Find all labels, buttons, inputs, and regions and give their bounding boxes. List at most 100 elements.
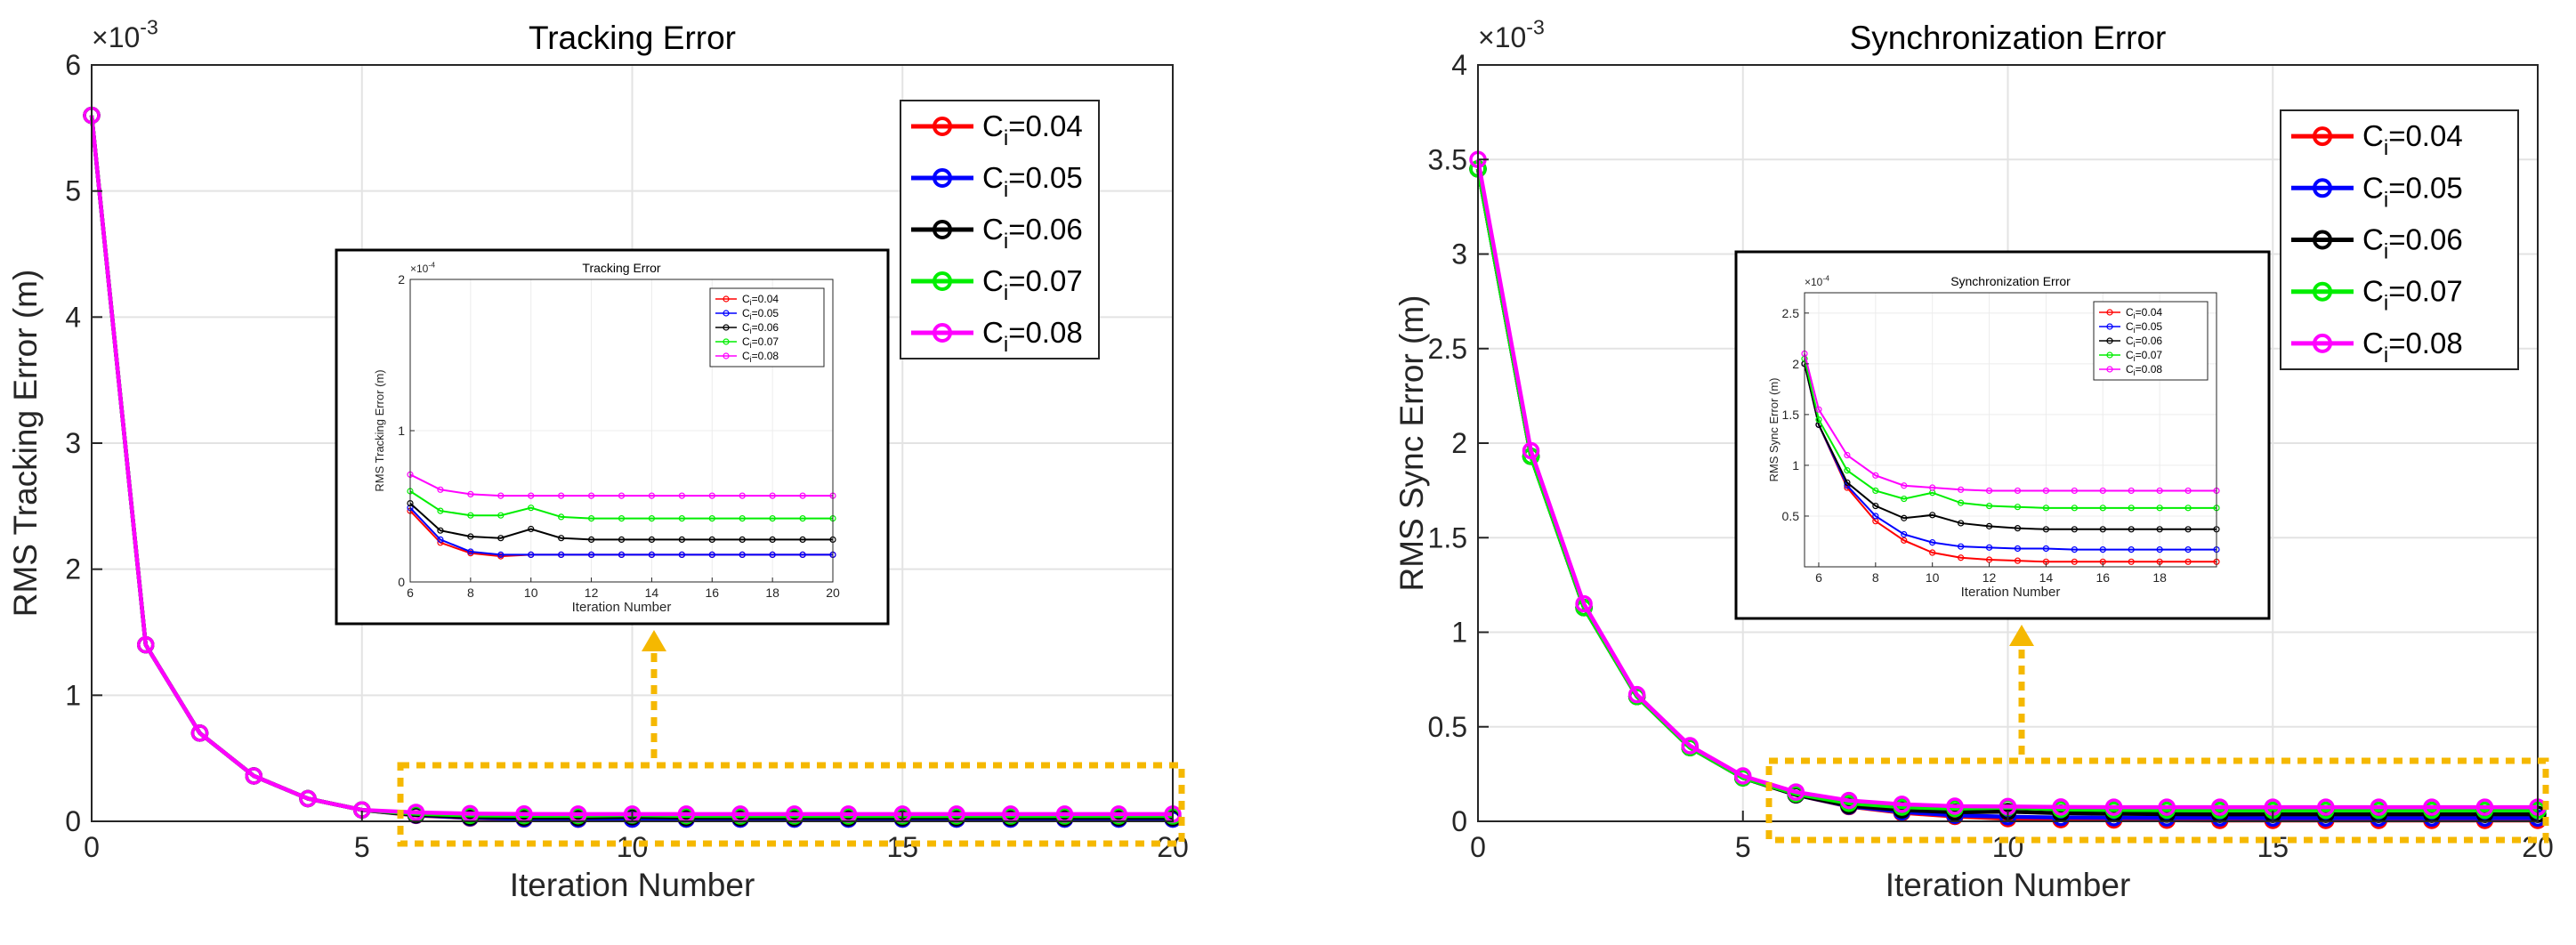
y-tick-label: 4	[1451, 49, 1467, 81]
data-point	[1787, 783, 1805, 801]
legend-entry: Ci=0.04	[982, 109, 1083, 150]
inset-data-point	[678, 536, 685, 544]
legend-entry: Ci=0.06	[982, 213, 1083, 254]
inset-x-tick-label: 6	[1815, 570, 1822, 585]
inset-axes-box	[1804, 292, 2217, 568]
y-tick-label: 0	[1451, 805, 1467, 837]
legend-entry: Ci=0.07	[982, 264, 1083, 305]
inset-data-point	[648, 514, 656, 522]
inset-x-tick-label: 12	[585, 586, 599, 600]
legend-entry: Ci=0.07	[2362, 275, 2463, 316]
inset-data-point	[678, 492, 685, 499]
inset-data-point	[1872, 513, 1879, 520]
inset-data-point	[497, 551, 505, 559]
inset-x-tick-label: 14	[645, 586, 659, 600]
x-tick-label: 5	[1735, 831, 1751, 863]
inset-data-point	[2071, 558, 2078, 565]
inset-x-tick-label: 12	[1982, 570, 1997, 585]
inset-data-point	[497, 512, 505, 519]
y-tick-label: 1	[1451, 617, 1467, 649]
inset-data-point	[437, 536, 444, 544]
inset-data-point	[1901, 482, 1908, 489]
data-point	[2370, 798, 2388, 816]
inset-legend-marker	[2106, 337, 2113, 344]
inset-y-tick-label: 1	[398, 424, 405, 438]
legend-entry: Ci=0.08	[982, 316, 1083, 357]
legend-marker	[2313, 178, 2332, 198]
inset-data-point	[1844, 479, 1851, 486]
inset-data-point	[497, 535, 505, 542]
inset-data-point	[467, 548, 474, 555]
x-tick-label: 10	[617, 831, 649, 863]
y-axis-label: RMS Sync Error (m)	[1393, 295, 1430, 592]
inset-data-point	[467, 533, 474, 540]
inset-series-line-3	[1804, 363, 2217, 530]
legend-marker	[2313, 333, 2332, 353]
data-point	[2423, 798, 2441, 816]
inset-data-point	[2071, 487, 2078, 495]
inset-series-line-4	[409, 490, 833, 520]
zoom-arrow-head	[2009, 625, 2034, 646]
inset-data-point	[618, 551, 626, 559]
inset-legend-marker	[2106, 351, 2113, 359]
inset-legend-entry: Ci=0.05	[742, 307, 779, 321]
inset-data-point	[769, 536, 776, 544]
data-point	[1999, 808, 2017, 826]
inset-data-point	[1985, 522, 1993, 529]
axis-exponent: ×10-3	[92, 16, 158, 53]
inset-data-point	[467, 490, 474, 498]
legend-marker	[933, 220, 952, 239]
inset-data-point	[1958, 486, 1965, 493]
y-tick-label: 2	[1451, 427, 1467, 459]
inset-legend-entry: Ci=0.08	[742, 350, 779, 364]
inset-data-point	[2128, 526, 2135, 533]
inset-x-tick-label: 8	[1872, 570, 1879, 585]
data-point	[1681, 737, 1699, 755]
inset-data-point	[467, 512, 474, 519]
inset-data-point	[739, 536, 746, 544]
legend-entry: Ci=0.05	[982, 161, 1083, 202]
inset-data-point	[558, 513, 565, 521]
inset-data-point	[2071, 546, 2078, 553]
inset-data-point	[648, 492, 656, 499]
inset-x-tick-label: 18	[765, 586, 779, 600]
inset-y-axis-label: RMS Tracking Error (m)	[373, 369, 386, 491]
legend-marker	[933, 168, 952, 188]
inset-data-point	[2014, 487, 2022, 495]
legend-marker	[2313, 281, 2332, 302]
inset-legend-marker	[2106, 309, 2113, 316]
data-point	[137, 635, 155, 654]
inset-y-tick-label: 1.5	[1782, 408, 1800, 422]
inset-data-point	[1844, 467, 1851, 474]
data-point	[2158, 798, 2176, 816]
inset-x-tick-label: 16	[705, 586, 719, 600]
data-point	[1840, 791, 1858, 810]
inset-data-point	[587, 536, 595, 544]
inset-y-axis-label: RMS Sync Error (m)	[1767, 378, 1781, 482]
inset-legend-entry: Ci=0.06	[742, 321, 779, 335]
inset-data-point	[799, 536, 806, 544]
x-tick-label: 5	[354, 831, 370, 863]
inset-data-point	[1815, 416, 1822, 424]
series-line-5	[1475, 158, 2538, 810]
zoom-region-box	[1765, 757, 2549, 844]
data-point	[1946, 797, 1964, 815]
inset-legend-entry: Ci=0.04	[742, 293, 779, 307]
legend-entry: Ci=0.06	[2362, 223, 2463, 264]
inset-data-point	[2156, 487, 2163, 495]
inset-data-point	[708, 514, 715, 522]
inset-data-point	[1901, 530, 1908, 538]
inset-data-point	[1815, 406, 1822, 413]
inset-data-point	[799, 551, 806, 559]
data-point	[1893, 796, 1911, 813]
inset-data-point	[558, 551, 565, 559]
x-tick-label: 0	[1470, 831, 1486, 863]
inset-y-tick-label: 2	[1792, 357, 1799, 371]
inset-legend-entry: Ci=0.06	[2126, 335, 2162, 349]
inset-axis-exponent: ×10-4	[410, 261, 435, 275]
inset-data-point	[2184, 487, 2192, 495]
y-tick-label: 3.5	[1428, 143, 1467, 175]
inset-data-point	[2128, 505, 2135, 512]
x-axis-label: Iteration Number	[1886, 867, 2131, 903]
